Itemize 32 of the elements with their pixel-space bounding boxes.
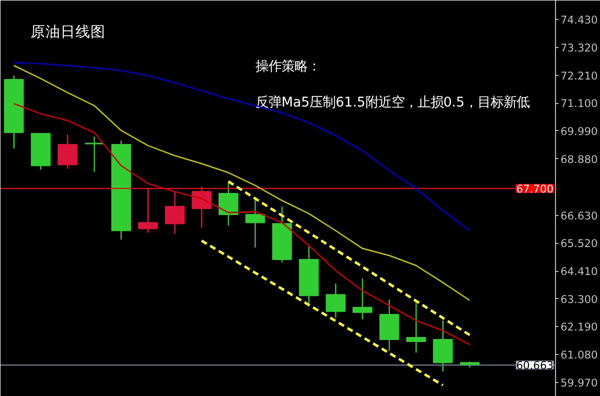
- candlestick: [138, 188, 158, 234]
- annotation: 操作策略：: [256, 60, 320, 74]
- candlestick: [326, 282, 346, 318]
- y-tick-label: 65.520: [560, 237, 598, 250]
- candlestick: [218, 182, 238, 226]
- candlestick: [433, 320, 453, 372]
- y-tick-label: 68.880: [560, 152, 598, 166]
- text: 原油日线图: [30, 24, 106, 40]
- y-tick-label: 73.320: [560, 41, 598, 54]
- ref-line-label: 67.700: [516, 182, 554, 196]
- line-series: [13, 62, 470, 232]
- ref-line-label: 60.663: [516, 359, 554, 372]
- candlestick: [164, 190, 185, 234]
- y-tick-label: 62.190: [560, 320, 598, 334]
- y-tick-label: 66.630: [560, 209, 598, 222]
- y-tick-label: 72.210: [560, 69, 598, 82]
- line-series: [200, 239, 444, 386]
- line-series: [227, 180, 471, 336]
- y-tick-label: 69.990: [560, 124, 598, 138]
- candlestick: [192, 186, 212, 228]
- y-tick-label: 74.430: [560, 14, 598, 27]
- y-tick-label: 59.970: [560, 376, 598, 390]
- candlestick: [245, 198, 266, 248]
- candlestick: [84, 136, 104, 172]
- annotation: 反弹Ma5压制61.5附近空，止损0.5，目标新低: [256, 96, 530, 110]
- y-tick-label: 64.410: [560, 265, 598, 278]
- y-tick-label: 63.300: [560, 292, 598, 306]
- candlestick: [406, 301, 426, 354]
- candlestick: [58, 134, 78, 170]
- y-tick-label: 71.100: [560, 97, 598, 110]
- candlestick: [352, 278, 372, 320]
- y-tick-label: 61.080: [560, 348, 598, 362]
